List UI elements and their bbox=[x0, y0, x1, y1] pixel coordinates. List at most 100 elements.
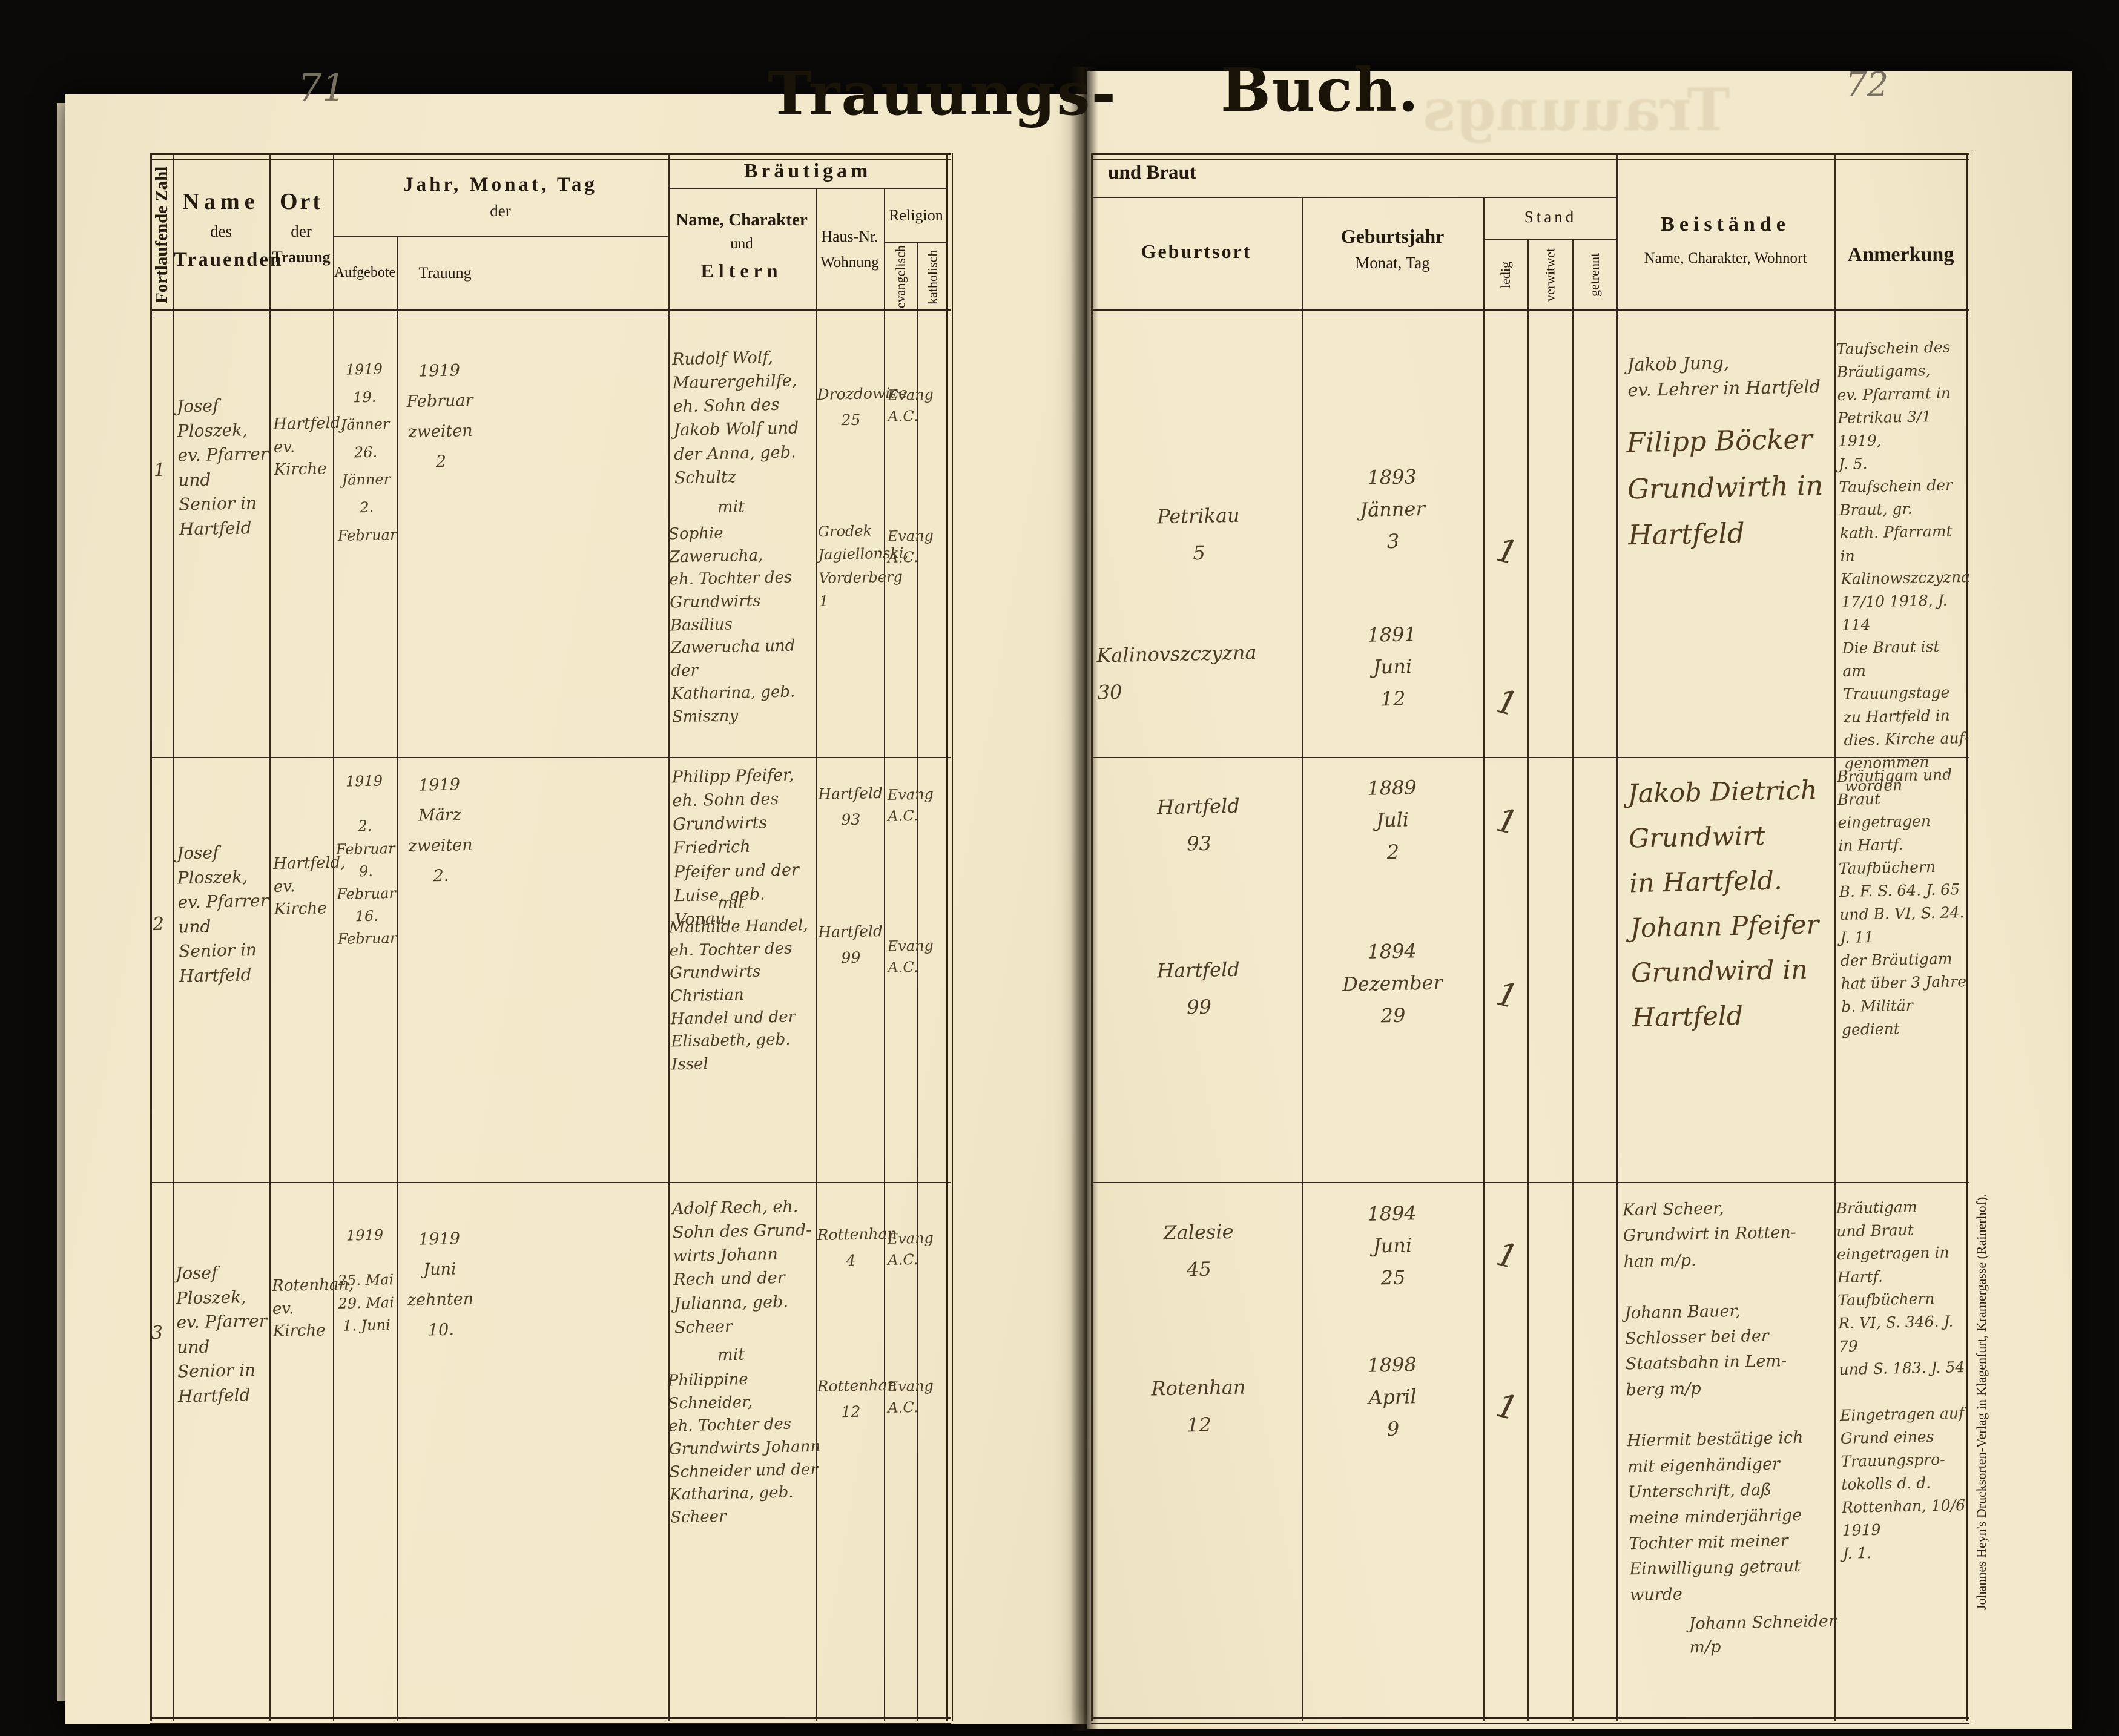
entry3-bride-birthplace: Rotenhan 12 bbox=[1151, 1375, 1246, 1437]
entry3-marriage-date: 1919 Juni zehnten 10. bbox=[407, 1229, 474, 1340]
right-col-line-verwitwet bbox=[1572, 239, 1574, 1721]
entry3-bride: Philippine Schneider, eh. Tochter des Gr… bbox=[667, 1370, 821, 1527]
page-number-right: 72 bbox=[1845, 65, 1889, 105]
ghost-title-showthrough: Trauungs bbox=[1423, 76, 1730, 144]
header-jahr-line2: der bbox=[490, 202, 511, 220]
left-col-line-ort bbox=[333, 153, 334, 1721]
header-name-line1: Name bbox=[182, 189, 260, 214]
header-name-charakter-eltern: Name, Charakter und Eltern bbox=[669, 209, 814, 283]
entry3-witnesses: Karl Scheer, Grundwirt in Rotten- han m/… bbox=[1622, 1199, 1804, 1605]
right-row-divider-2 bbox=[1091, 1182, 1969, 1183]
header-stand: Stand bbox=[1524, 208, 1577, 226]
entry2-bride-religion: Evang A.C. bbox=[887, 937, 934, 976]
entry1-bride-residence: Grodek Jagiellonski, Vorderberg 1 bbox=[817, 522, 909, 610]
entry3-father-signature: Johann Schneider m/p bbox=[1689, 1611, 1837, 1657]
entry2-groom-religion: Evang A.C. bbox=[887, 785, 934, 825]
left-col-line-religion-split bbox=[917, 242, 918, 1721]
header-gj-line2: Monat, Tag bbox=[1355, 254, 1430, 272]
entry3-groom-residence: Rottenhan 4 bbox=[817, 1224, 897, 1269]
right-col-line-geburtsort bbox=[1302, 197, 1303, 1721]
entry1-witnesses: Jakob Jung, ev. Lehrer in Hartfeld bbox=[1627, 352, 1821, 401]
header-haus-line2: Wohnung bbox=[820, 254, 879, 271]
right-row-divider-1 bbox=[1091, 757, 1969, 758]
left-row-divider-2 bbox=[150, 1182, 951, 1183]
header-fortlaufende-zahl: Fortlaufende Zahl bbox=[151, 166, 171, 304]
entry1-mit: mit bbox=[717, 497, 745, 517]
left-col-line-hausnr bbox=[884, 188, 885, 1721]
page-number-left: 71 bbox=[298, 65, 346, 110]
right-col-line-ledig bbox=[1527, 239, 1529, 1721]
header-religion: Religion bbox=[889, 206, 943, 224]
entry1-place-of-marriage: Hartfeld, ev. Kirche bbox=[272, 414, 346, 480]
entry1-witnesses-names: Filipp Böcker Grundwirth in Hartfeld bbox=[1626, 423, 1824, 552]
entry1-groom-religion: Evang A.C. bbox=[887, 386, 934, 425]
entry2-bride-birthdate: 1894 Dezember 29 bbox=[1342, 939, 1443, 1027]
right-page bbox=[1087, 71, 2072, 1729]
header-nce-line3: Eltern bbox=[700, 259, 783, 282]
header-name-line2: des bbox=[210, 222, 232, 240]
header-getrennt: getrennt bbox=[1586, 252, 1602, 297]
left-page bbox=[65, 94, 1087, 1724]
right-col-line-geburtsjahr bbox=[1483, 197, 1485, 1721]
entry2-bride: Mathilde Handel, eh. Tochter des Grundwi… bbox=[668, 916, 808, 1074]
entry3-groom-birthdate: 1894 Juni 25 bbox=[1366, 1201, 1417, 1289]
left-col-line-trauung bbox=[668, 153, 670, 1721]
header-ledig: ledig bbox=[1497, 262, 1513, 288]
entry3-banns: 1919 25. Mai 29. Mai 1. Juni bbox=[337, 1226, 395, 1335]
left-table-left-border bbox=[150, 153, 152, 1721]
right-table-left-border bbox=[1091, 153, 1093, 1721]
header-nce-line1: Name, Charakter bbox=[676, 210, 808, 229]
left-rule-under-braeutigam bbox=[668, 188, 947, 189]
entry1-remarks: Taufschein des Bräutigams, ev. Pfarramt … bbox=[1836, 338, 1971, 795]
left-col-line-aufgebote bbox=[397, 236, 398, 1721]
right-table-right-border bbox=[1966, 153, 1972, 1721]
right-rule-under-stand bbox=[1483, 239, 1618, 240]
header-und-braut: und Braut bbox=[1108, 162, 1196, 183]
header-nce-line2: und bbox=[730, 236, 753, 252]
entry2-groom-birthplace: Hartfeld 93 bbox=[1156, 794, 1241, 856]
header-name-line3: Trauenden bbox=[174, 249, 283, 271]
left-col-line-eltern bbox=[816, 188, 817, 1721]
header-evangelisch: evangelisch bbox=[892, 245, 908, 309]
entry1-groom-birthplace: Petrikau 5 bbox=[1156, 503, 1241, 564]
entry3-groom-birthplace: Zalesie 45 bbox=[1163, 1219, 1234, 1281]
right-col-line-beistaende bbox=[1834, 153, 1836, 1721]
entry1-bride-religion: Evang A.C. bbox=[887, 527, 934, 566]
entry2-number: 2 bbox=[152, 913, 165, 936]
entry3-groom: Adolf Rech, eh. Sohn des Grund- wirts Jo… bbox=[671, 1197, 812, 1337]
entry1-groom: Rudolf Wolf, Maurergehilfe, eh. Sohn des… bbox=[671, 348, 799, 487]
header-ort-line1: Ort bbox=[279, 189, 323, 214]
entry2-place-of-marriage: Hartfeld, ev. Kirche bbox=[272, 853, 346, 919]
entry1-groom-residence: Drozdowice 25 bbox=[817, 384, 908, 429]
book-spine bbox=[1070, 67, 1098, 1731]
header-beistaende: Beistände Name, Charakter, Wohnort bbox=[1618, 212, 1833, 268]
header-beistaende-line1: Beistände bbox=[1661, 213, 1790, 236]
header-anmerkung: Anmerkung bbox=[1847, 243, 1954, 266]
entry1-banns: 1919 19. Jänner 26. Jänner 2. Februar bbox=[337, 360, 397, 544]
entry2-remarks: Bräutigam und Braut eingetragen in Hartf… bbox=[1836, 765, 1967, 1039]
entry2-mit: mit bbox=[717, 893, 745, 913]
entry3-officiant: Josef Ploszek, ev. Pfarrer und Senior in… bbox=[175, 1262, 268, 1407]
entry2-groom-birthdate: 1889 Juli 2 bbox=[1366, 776, 1417, 863]
entry2-groom-residence: Hartfeld 93 bbox=[817, 784, 883, 828]
entry3-number: 3 bbox=[151, 1322, 163, 1344]
entry3-remarks: Bräutigam und Braut eingetragen in Hartf… bbox=[1836, 1198, 1966, 1563]
header-jahr-line1: Jahr, Monat, Tag bbox=[403, 174, 598, 196]
left-row-divider-1 bbox=[150, 757, 951, 758]
header-ort-line3: Trauung bbox=[272, 248, 331, 266]
left-table-right-border bbox=[946, 153, 953, 1721]
right-rule-under-und-braut bbox=[1091, 197, 1618, 198]
right-col-line-stand-end bbox=[1616, 153, 1618, 1721]
header-haus-nr-wohnung: Haus-Nr. Wohnung bbox=[816, 227, 883, 272]
left-table-bottom-border bbox=[150, 1717, 951, 1724]
header-aufgebote: Aufgebote bbox=[334, 265, 396, 280]
left-table-top-border bbox=[150, 153, 951, 160]
header-haus-line1: Haus-Nr. bbox=[821, 228, 878, 245]
header-verwitwet: verwitwet bbox=[1542, 248, 1558, 302]
entry1-marriage-date: 1919 Februar zweiten 2 bbox=[406, 361, 473, 471]
entry2-officiant: Josef Ploszek, ev. Pfarrer und Senior in… bbox=[176, 842, 269, 986]
header-name-des-trauenden: Name des Trauenden bbox=[174, 188, 283, 273]
header-geburtsort: Geburtsort bbox=[1141, 240, 1252, 262]
entry3-bride-residence: Rottenhan 12 bbox=[817, 1376, 897, 1421]
